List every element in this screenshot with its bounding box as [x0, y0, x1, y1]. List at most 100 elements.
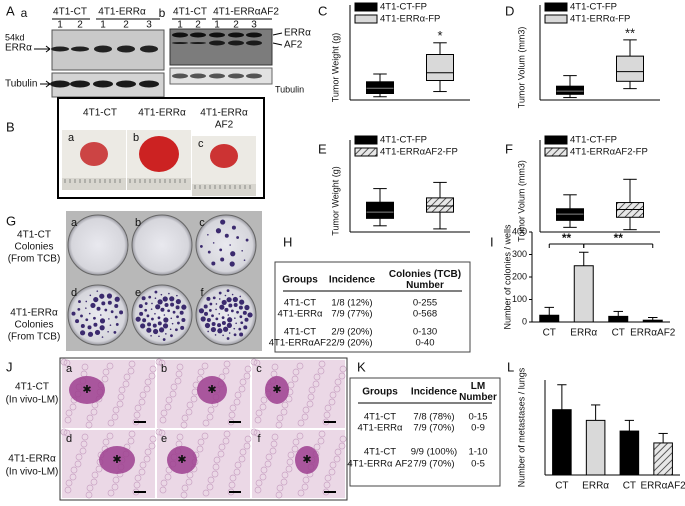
bar: [573, 265, 594, 323]
alveoli: [333, 385, 341, 393]
alveoli: [323, 411, 331, 419]
colony: [101, 301, 106, 306]
colony: [85, 307, 87, 309]
plate-letter: a: [71, 217, 78, 229]
alveoli: [101, 375, 109, 383]
alveoli: [255, 409, 263, 417]
alveoli: [317, 437, 325, 445]
legend-swatch: [354, 2, 378, 12]
alveoli: [218, 443, 226, 451]
alveoli: [158, 359, 166, 367]
colony: [232, 296, 238, 303]
alveoli: [211, 470, 219, 478]
metastasis: [295, 446, 319, 474]
alveoli: [244, 435, 252, 443]
band: [116, 80, 136, 88]
colony: [85, 300, 88, 303]
colony: [158, 335, 160, 338]
alveoli: [149, 365, 157, 373]
alveoli: [275, 491, 283, 499]
colony: [220, 257, 225, 262]
alveoli: [118, 386, 126, 394]
band: [246, 73, 262, 79]
row-label: 4T1-ERRα: [10, 308, 58, 319]
alveoli: [134, 474, 142, 482]
table-cell: 7/9 (70%): [413, 423, 454, 434]
colony: [221, 316, 225, 320]
blot-group: 4T1-ERRα: [98, 7, 146, 18]
colony: [150, 308, 153, 310]
colony: [233, 327, 236, 330]
alveoli: [238, 385, 246, 393]
colony: [164, 303, 169, 308]
legend-label: 4T1-CT-FP: [570, 2, 617, 13]
plate-letter: c: [199, 217, 205, 229]
asterisk: ✱: [82, 384, 91, 396]
colony: [163, 314, 166, 316]
plate-letter: f: [200, 287, 204, 299]
colony: [106, 293, 113, 299]
colony: [226, 297, 232, 303]
alveoli: [180, 491, 188, 499]
y-axis-label: Tumor Volum (mm3): [516, 27, 526, 109]
alveoli: [339, 365, 347, 373]
colony: [245, 238, 249, 242]
table-cell: 1/8 (12%): [331, 298, 372, 309]
arrow: [45, 80, 51, 85]
row-label: (From TCB): [8, 254, 61, 265]
alveoli: [158, 429, 166, 437]
colony: [135, 316, 141, 322]
colony: [99, 318, 106, 324]
lane-label: 2: [77, 20, 83, 31]
colony: [224, 294, 227, 297]
tumor: [210, 144, 238, 168]
alveoli: [143, 385, 151, 393]
box: [426, 197, 454, 213]
alveoli: [296, 362, 304, 370]
colony: [204, 322, 211, 329]
panel-letter: D: [505, 3, 514, 18]
table-cell: 7/9 (70%): [413, 459, 454, 470]
panel-letter: K: [357, 359, 366, 374]
plate-letter: e: [135, 287, 141, 299]
lane-label: 2: [123, 20, 129, 31]
panel-letter: L: [507, 359, 514, 374]
colony: [152, 323, 157, 328]
colony: [140, 323, 146, 329]
alveoli: [159, 486, 167, 494]
colony: [227, 314, 230, 316]
alveoli: [260, 396, 268, 404]
colony: [175, 328, 178, 332]
alveoli: [144, 378, 152, 386]
alveoli: [291, 445, 299, 453]
panel-sub-letter: d: [66, 433, 72, 445]
band: [117, 45, 135, 53]
table-cell: 4T1-ERRαAF2: [269, 338, 332, 349]
colony: [239, 332, 244, 337]
alveoli: [217, 450, 225, 458]
band: [50, 80, 70, 88]
colony: [176, 294, 178, 297]
alveoli: [281, 471, 289, 479]
table-cell: 2/9 (20%): [331, 338, 372, 349]
colony: [99, 293, 105, 299]
row-label: 4T1-CT: [15, 382, 49, 393]
panel-sub-letter: a: [66, 363, 73, 375]
blot-group: 4T1-CT: [173, 7, 207, 18]
x-tick-label: CT: [543, 328, 556, 339]
colony: [211, 314, 214, 318]
alveoli: [155, 358, 163, 366]
alveoli: [229, 474, 237, 482]
lane-label: 1: [100, 20, 106, 31]
metastasis: [99, 446, 135, 474]
significance: **: [614, 231, 624, 245]
bar: [608, 315, 629, 323]
alveoli: [318, 430, 326, 438]
table-cell: 0-9: [471, 423, 485, 434]
row-label: (In vivo-LM): [6, 395, 59, 406]
colony: [180, 325, 185, 330]
alveoli: [144, 448, 152, 456]
colony: [223, 326, 229, 332]
photo-letter: c: [198, 138, 204, 150]
colony: [224, 307, 229, 312]
